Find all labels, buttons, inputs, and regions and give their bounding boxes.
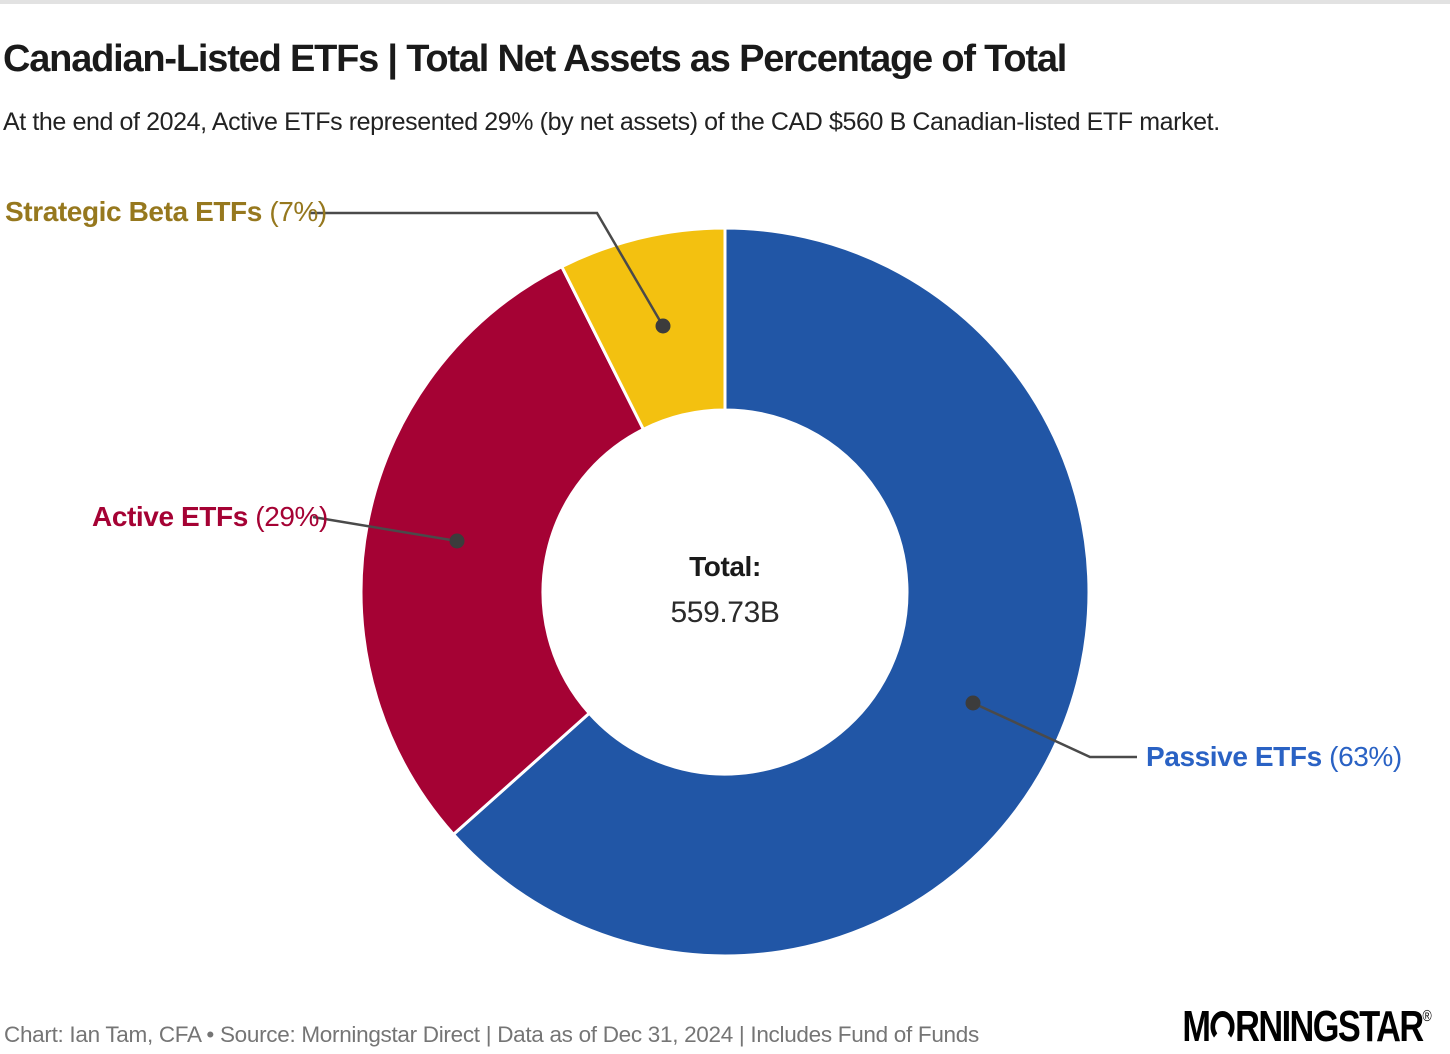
logo-letter-m: M (1182, 1002, 1212, 1051)
label-percent: (63%) (1329, 741, 1402, 772)
leader-dot-strategic-beta-etfs (655, 318, 671, 334)
leader-line-strategic-beta-etfs (310, 211, 665, 327)
pie-segment-active-etfs (359, 265, 645, 836)
label-percent: (7%) (269, 196, 327, 227)
label-active-etfs: Active ETFs (29%) (92, 501, 328, 533)
chart-title: Canadian-Listed ETFs | Total Net Assets … (3, 38, 1067, 80)
logo-arc-o-icon (1210, 1011, 1235, 1042)
source-attribution: Chart: Ian Tam, CFA • Source: Morningsta… (4, 1022, 979, 1047)
label-passive-etfs: Passive ETFs (63%) (1146, 741, 1402, 773)
top-divider-bar (0, 0, 1450, 4)
label-name: Passive ETFs (1146, 741, 1322, 772)
pie-segment-strategic-beta-etfs (560, 226, 727, 431)
label-strategic-beta-etfs: Strategic Beta ETFs (7%) (5, 196, 327, 228)
label-name: Active ETFs (92, 501, 248, 532)
leader-line-active-etfs (312, 515, 458, 543)
label-name: Strategic Beta ETFs (5, 196, 262, 227)
label-percent: (29%) (255, 501, 328, 532)
registered-trademark-icon: ® (1422, 1008, 1432, 1026)
leader-line-passive-etfs (972, 701, 1137, 759)
pie-segment-passive-etfs (451, 226, 1091, 958)
donut-center-label: Total: (689, 551, 761, 582)
chart-subtitle: At the end of 2024, Active ETFs represen… (3, 108, 1220, 136)
donut-center-value: 559.73B (670, 596, 780, 629)
morningstar-logo: M RNINGSTAR® (1183, 1002, 1432, 1052)
leader-dot-active-etfs (449, 533, 465, 549)
leader-dot-passive-etfs (965, 695, 981, 711)
logo-letters-rest: RNINGSTAR (1235, 1002, 1424, 1051)
